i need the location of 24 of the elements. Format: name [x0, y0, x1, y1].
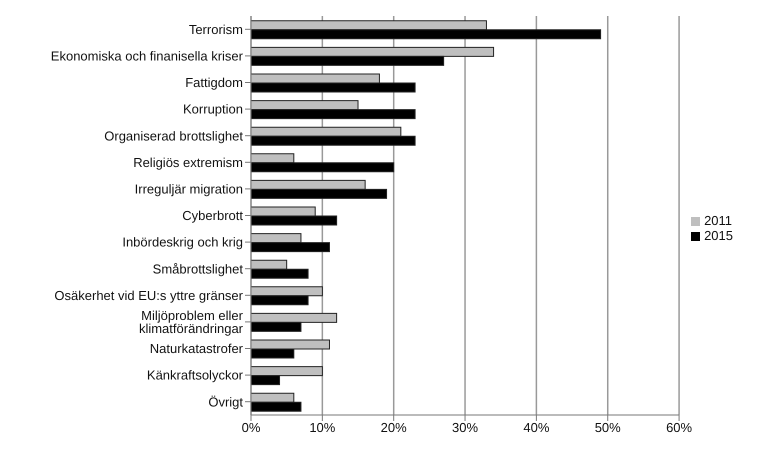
y-tick-label: Övrigt — [208, 394, 244, 410]
x-tick-label: 20% — [380, 420, 408, 436]
y-tick-label: Korruption — [183, 102, 243, 117]
y-tick-label: Religiös extremism — [133, 154, 243, 170]
x-tick-label: 0% — [242, 420, 261, 436]
legend-label: 2011 — [704, 213, 732, 228]
x-tick-label: 30% — [452, 420, 478, 436]
y-tick-label: Irreguljär migration — [134, 182, 243, 197]
y-tick-label: Osäkerhet vid EU:s yttre gränser — [54, 288, 244, 303]
x-tick-label: 60% — [666, 420, 693, 436]
y-tick-label: Miljöproblem eller klimatförändringar — [138, 308, 244, 336]
legend-label: 2015 — [704, 228, 733, 243]
y-tick-label: Småbrottslighet — [152, 261, 244, 276]
y-tick-label: Terrorism — [188, 22, 243, 37]
y-tick-label: Känkraftsolyckor — [146, 368, 244, 383]
y-tick-label: Ekonomiska och finanisella kriser — [50, 48, 244, 64]
x-tick-label: 50% — [594, 420, 622, 436]
y-tick-label: Naturkatastrofer — [150, 341, 244, 356]
y-tick-label: Cyberbrott — [182, 208, 244, 224]
y-tick-label: Inbördeskrig och krig — [122, 234, 243, 250]
x-tick-label: 10% — [309, 420, 336, 436]
y-tick-label: Fattigdom — [185, 75, 243, 90]
y-tick-label: Organiserad brottslighet — [104, 128, 244, 144]
x-tick-label: 40% — [523, 420, 550, 436]
